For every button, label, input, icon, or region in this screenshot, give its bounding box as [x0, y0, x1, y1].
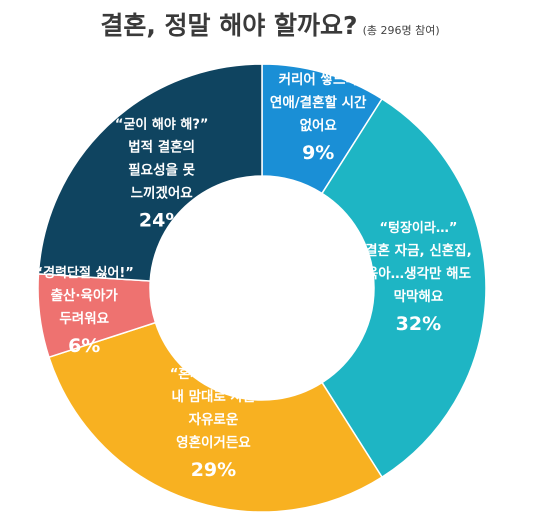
slice-value-1: 32%: [396, 313, 441, 335]
slice-value-0: 9%: [302, 142, 334, 164]
slice-desc-1-0: 결혼 자금, 신혼집,: [365, 242, 472, 259]
slice-desc-2-2: 영혼이거든요: [176, 434, 251, 451]
slice-quote-1: “텅장이라…”: [379, 220, 457, 236]
chart-subtitle: (총 296명 참여): [362, 24, 440, 37]
slice-desc-3-1: 두려워요: [59, 310, 109, 327]
slice-desc-1-1: 육아…생각만 해도: [366, 265, 472, 282]
slice-desc-0-1: 연애/결혼할 시간: [270, 94, 367, 111]
slice-1: [320, 97, 487, 479]
slice-desc-4-0: 법적 결혼의: [128, 138, 195, 155]
chart-title: 결혼, 정말 해야 할까요?: [100, 11, 358, 40]
slice-4: [37, 63, 263, 282]
slice-desc-0-2: 없어요: [300, 117, 338, 134]
slice-value-3: 6%: [68, 335, 100, 357]
slice-desc-0-0: 커리어 쌓느라: [279, 71, 359, 88]
slice-2: [48, 321, 384, 513]
slice-quote-2: “혼자가 편해!”: [170, 366, 257, 382]
slice-desc-2-1: 자유로운: [189, 412, 239, 428]
slice-value-2: 29%: [191, 459, 236, 481]
slice-desc-1-2: 막막해요: [394, 288, 444, 305]
slice-desc-4-1: 필요성을 못: [128, 161, 195, 178]
slice-quote-0: “일이 먼저!”: [281, 49, 356, 65]
slice-quote-4: “굳이 해야 해?”: [115, 116, 208, 132]
slice-desc-3-0: 출산·육아가: [51, 287, 119, 304]
slice-desc-2-0: 내 맘대로 사는: [171, 388, 255, 405]
slice-value-4: 24%: [139, 209, 184, 231]
slice-quote-3: “경력단절 싫어!”: [35, 265, 134, 281]
slice-desc-4-2: 느끼겠어요: [131, 184, 194, 201]
chart-title-block: 결혼, 정말 해야 할까요? (총 296명 참여): [0, 6, 540, 42]
